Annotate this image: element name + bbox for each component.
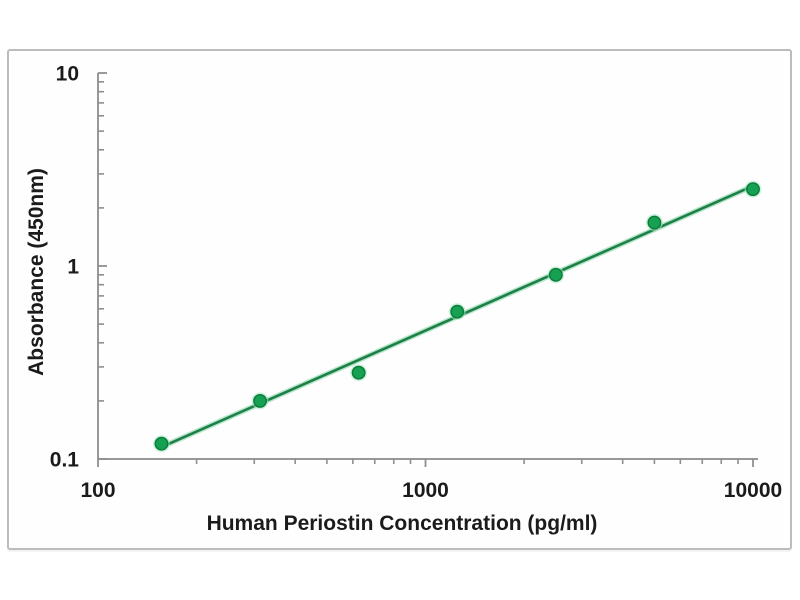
x-axis-title: Human Periostin Concentration (pg/ml) <box>207 512 598 535</box>
data-point <box>154 436 169 451</box>
y-tick-label: 1 <box>67 256 79 279</box>
y-tick-label: 10 <box>56 63 79 86</box>
plot-generated-layer: 100 1000 10000 10 1 0.1 <box>50 63 782 503</box>
x-tick-label: 100 <box>80 479 115 502</box>
x-tick-label: 10000 <box>724 479 782 502</box>
data-point <box>450 304 465 319</box>
data-point <box>253 393 268 408</box>
x-tick-label: 1000 <box>402 479 449 502</box>
data-point <box>746 182 760 197</box>
chart-card: 100 1000 10000 10 1 0.1 Human Periostin Conce… <box>7 49 792 550</box>
data-point <box>548 267 563 282</box>
data-point <box>351 365 366 380</box>
y-axis-title: Absorbance (450nm) <box>25 168 48 376</box>
y-tick-label: 0.1 <box>50 449 80 472</box>
data-point <box>647 215 662 230</box>
standard-curve-plot: 100 1000 10000 10 1 0.1 Human Periostin Conce… <box>25 63 782 536</box>
